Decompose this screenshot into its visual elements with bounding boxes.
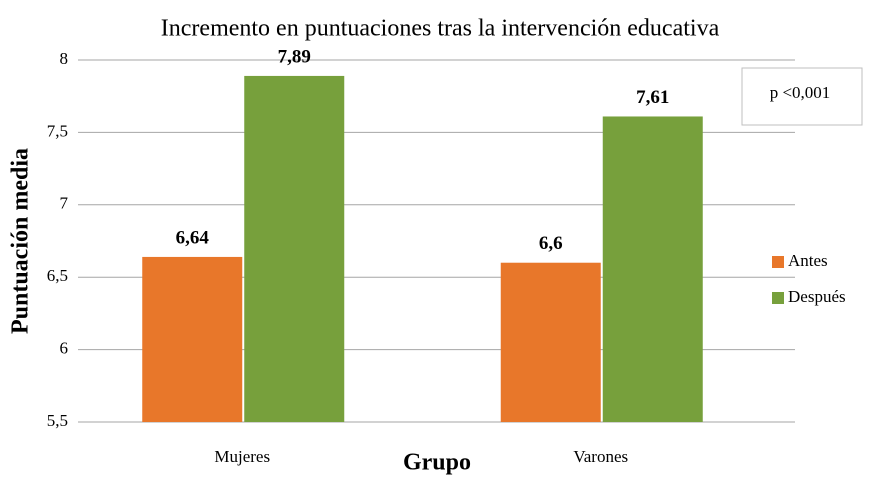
chart-title: Incremento en puntuaciones tras la inter…: [161, 16, 720, 42]
legend-label: Después: [788, 287, 846, 306]
bar: [500, 262, 601, 422]
annotation: p <0,001: [770, 83, 831, 102]
x-tick-label: Mujeres: [214, 447, 270, 466]
bar: [244, 75, 345, 422]
x-axis-title: Grupo: [403, 450, 471, 476]
legend-swatch: [772, 256, 784, 268]
x-tick-label: Varones: [573, 447, 628, 466]
value-label: 6,6: [539, 233, 563, 254]
y-tick-label: 6,5: [47, 266, 68, 285]
y-tick-label: 7: [60, 194, 69, 213]
value-label: 7,61: [636, 87, 669, 108]
annotation-box: [741, 67, 863, 126]
bar: [602, 116, 703, 423]
legend-label: Antes: [788, 251, 828, 270]
bar: [142, 256, 243, 422]
y-tick-label: 5,5: [47, 411, 68, 430]
value-label: 6,64: [176, 227, 210, 248]
value-label: 7,89: [278, 46, 311, 67]
y-axis-title: Puntuación media: [8, 148, 34, 334]
y-tick-label: 8: [60, 49, 69, 68]
y-tick-label: 7,5: [47, 121, 68, 140]
y-tick-label: 6: [60, 339, 69, 358]
legend-swatch: [772, 292, 784, 304]
